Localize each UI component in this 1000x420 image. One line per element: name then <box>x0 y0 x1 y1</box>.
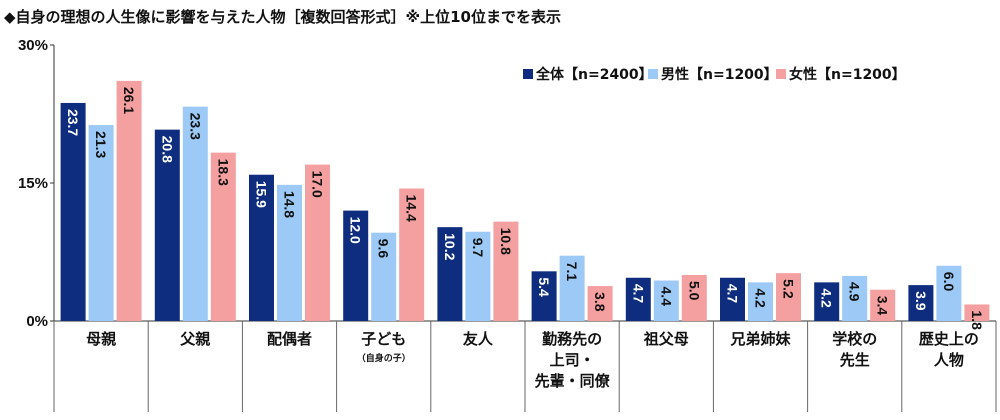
bar <box>842 275 868 321</box>
bar <box>343 210 369 321</box>
data-label: 9.7 <box>470 238 486 258</box>
bar <box>720 277 745 321</box>
bar <box>587 286 613 321</box>
data-label: 9.6 <box>376 239 392 259</box>
data-label: 23.3 <box>187 113 203 140</box>
bar <box>210 152 236 321</box>
bar <box>371 232 397 321</box>
y-tick-label: 0% <box>26 313 48 330</box>
data-label: 4.2 <box>753 288 769 308</box>
legend-label: 女性【n=1200】 <box>789 66 906 83</box>
data-label: 6.0 <box>941 272 957 292</box>
x-tick-label: 祖父母 <box>643 330 689 348</box>
x-tick-label: 上司・ <box>550 351 595 369</box>
data-label: 4.7 <box>725 284 741 304</box>
legend-swatch <box>776 69 786 79</box>
bar <box>559 255 585 321</box>
data-label: 17.0 <box>310 171 326 198</box>
data-label: 4.9 <box>847 282 863 302</box>
data-label: 7.1 <box>564 262 580 282</box>
bar <box>814 282 840 321</box>
data-label: 10.2 <box>442 233 458 260</box>
x-tick-label: 先輩・同僚 <box>535 372 611 390</box>
bar <box>60 102 86 322</box>
data-label: 14.4 <box>404 195 420 222</box>
bar <box>870 289 896 321</box>
x-tick-label: 配偶者 <box>267 330 312 348</box>
bar <box>681 275 707 321</box>
x-tick-label: 兄弟姉妹 <box>729 330 791 348</box>
legend-label: 全体【n=2400】 <box>535 66 653 83</box>
x-tick-sublabel: （自身の子） <box>357 352 411 364</box>
data-label: 26.1 <box>121 87 137 114</box>
data-label: 18.3 <box>215 159 231 186</box>
data-label: 4.4 <box>658 287 674 307</box>
bar <box>305 164 330 321</box>
data-label: 5.4 <box>536 277 552 297</box>
bar <box>964 304 990 321</box>
data-label: 4.7 <box>630 284 646 304</box>
x-tick-label: 人物 <box>934 351 964 369</box>
bar <box>936 265 962 321</box>
bar <box>493 221 519 321</box>
plot-area: 0% 15% 30% 23.7 21.3 26.1 母親 20.8 23.3 18.3 父親 15.9… <box>18 37 997 412</box>
bar <box>88 125 114 321</box>
data-label: 3.8 <box>592 292 608 312</box>
x-tick-label: 友人 <box>463 330 494 348</box>
bar <box>116 80 142 321</box>
data-label: 20.8 <box>159 136 175 163</box>
data-label: 12.0 <box>348 217 364 244</box>
x-tick-label: 歴史上の <box>919 330 979 348</box>
data-label: 3.4 <box>875 296 891 316</box>
x-tick-label: 子ども <box>361 330 406 348</box>
bar <box>182 106 208 321</box>
x-tick-label: 母親 <box>86 330 116 348</box>
legend-label: 男性【n=1200】 <box>661 66 778 83</box>
data-label: 14.8 <box>282 191 298 218</box>
data-label: 5.0 <box>686 281 702 301</box>
y-tick-label: 30% <box>18 37 48 54</box>
data-label: 23.7 <box>65 109 81 136</box>
x-tick-label: 父親 <box>179 330 210 348</box>
data-label: 5.2 <box>781 279 797 299</box>
bar <box>154 129 180 321</box>
x-tick-label: 学校の <box>832 330 877 348</box>
bar <box>748 282 773 321</box>
bar <box>531 271 557 321</box>
bar <box>399 188 425 321</box>
data-label: 21.3 <box>93 131 109 158</box>
bar <box>625 277 651 321</box>
legend-swatch <box>523 69 533 79</box>
chart-title: ◆自身の理想の人生像に影響を与えた人物［複数回答形式］※上位10位までを表示 <box>4 8 561 26</box>
data-label: 1.8 <box>969 310 985 330</box>
bar <box>249 174 274 321</box>
bar <box>437 227 463 321</box>
bar <box>653 280 679 321</box>
data-label: 4.2 <box>819 288 835 308</box>
x-tick-label: 勤務先の <box>542 330 602 348</box>
bar <box>776 273 801 321</box>
data-label: 15.9 <box>254 181 270 208</box>
data-label: 3.9 <box>913 291 929 311</box>
x-tick-label: 先生 <box>840 351 870 369</box>
data-label: 10.8 <box>498 228 514 255</box>
bar <box>908 285 934 321</box>
bar <box>465 231 491 321</box>
y-tick-label: 15% <box>18 175 48 192</box>
bar <box>277 184 302 321</box>
legend-swatch <box>648 69 658 79</box>
